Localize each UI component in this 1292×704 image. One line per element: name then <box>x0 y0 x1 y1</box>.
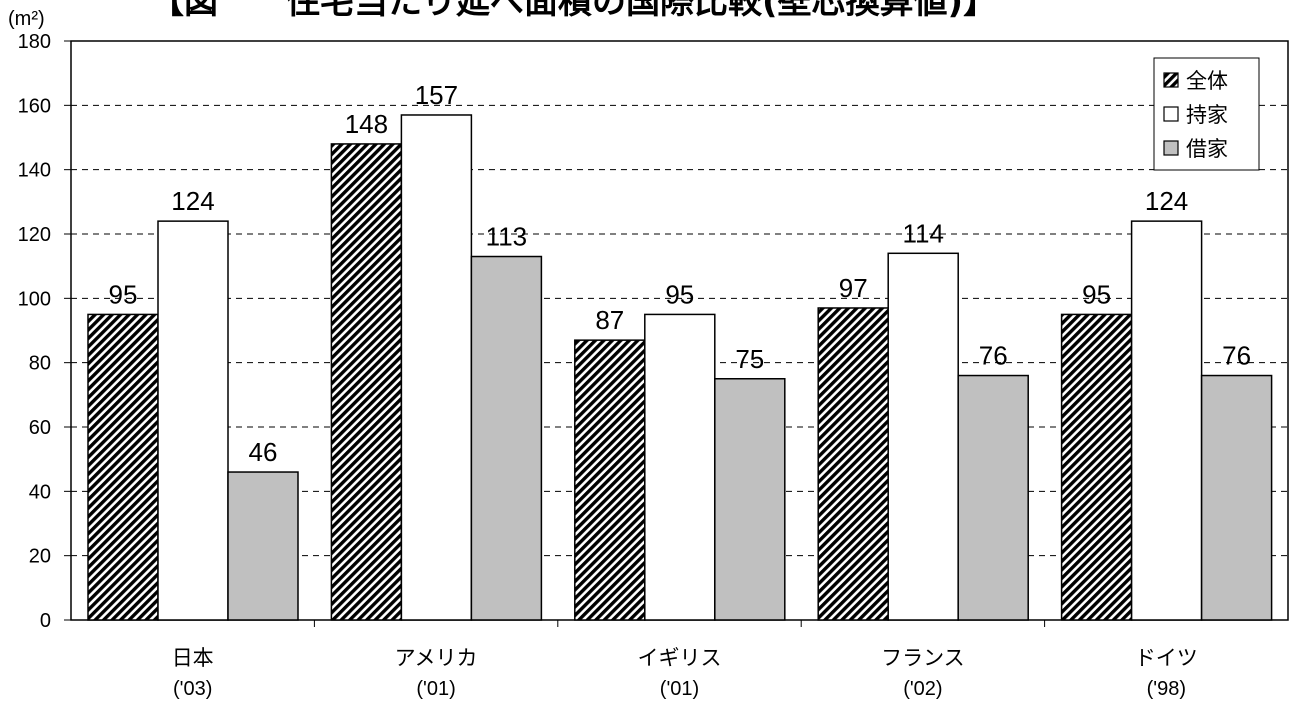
y-tick-label: 40 <box>29 481 51 503</box>
y-tick-label: 0 <box>40 610 51 632</box>
y-tick-label: 20 <box>29 546 51 568</box>
legend-label: 持家 <box>1186 103 1228 127</box>
y-tick-label: 80 <box>29 353 51 375</box>
bar <box>87 313 159 621</box>
bar <box>887 252 959 621</box>
bar <box>1200 374 1273 621</box>
legend-swatch <box>1163 72 1179 88</box>
data-label: 95 <box>665 279 694 309</box>
legend-swatch <box>1163 106 1179 122</box>
data-label: 76 <box>979 341 1008 371</box>
data-label: 113 <box>486 222 527 252</box>
bar <box>157 220 229 621</box>
y-tick-label: 60 <box>29 417 51 439</box>
bar <box>714 378 786 621</box>
bar <box>574 339 646 621</box>
y-tick-label: 120 <box>18 224 51 246</box>
legend-label: 全体 <box>1186 69 1228 93</box>
data-label: 124 <box>1145 186 1188 216</box>
bar <box>330 143 403 621</box>
bar <box>957 374 1029 621</box>
data-label: 124 <box>171 186 214 216</box>
data-label: 75 <box>735 344 764 374</box>
data-label: 95 <box>109 279 138 309</box>
data-label: 87 <box>595 305 624 335</box>
bar <box>400 114 473 621</box>
y-tick-label: 160 <box>18 95 51 117</box>
x-category-year: ('02) <box>903 678 942 700</box>
y-tick-label: 180 <box>18 31 51 53</box>
y-tick-label: 140 <box>18 160 51 182</box>
data-label: 148 <box>345 109 388 139</box>
y-tick-label: 100 <box>18 288 51 310</box>
bar <box>1130 220 1203 621</box>
data-label: 97 <box>839 273 868 303</box>
x-category-label: ドイツ <box>1135 646 1198 670</box>
legend-label: 借家 <box>1186 137 1228 161</box>
bar <box>227 471 299 621</box>
legend-swatch <box>1163 140 1179 156</box>
x-category-year: ('01) <box>416 678 455 700</box>
data-label: 95 <box>1082 279 1111 309</box>
bar <box>470 255 543 621</box>
x-category-label: イギリス <box>638 646 722 670</box>
x-category-label: フランス <box>881 646 965 670</box>
x-category-label: 日本 <box>172 646 214 670</box>
x-category-label: アメリカ <box>395 646 478 670</box>
data-label: 157 <box>415 80 458 110</box>
x-category-year: ('03) <box>173 678 212 700</box>
data-label: 76 <box>1222 341 1251 371</box>
x-category-year: ('98) <box>1147 678 1186 700</box>
y-axis-unit: (m²) <box>8 8 45 30</box>
data-label: 46 <box>249 437 278 467</box>
bar <box>644 313 716 621</box>
bar <box>1060 313 1133 621</box>
bar <box>817 307 889 621</box>
data-label: 114 <box>902 218 943 248</box>
x-category-year: ('01) <box>660 678 699 700</box>
